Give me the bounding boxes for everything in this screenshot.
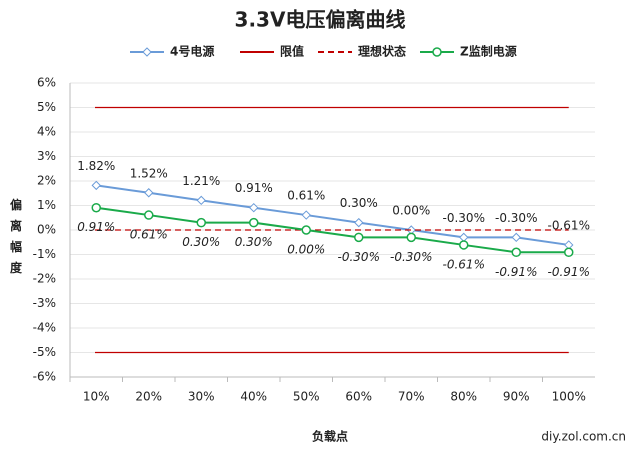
y-tick-label: -6% [33, 370, 56, 384]
data-label: -0.61% [443, 257, 485, 271]
y-tick-label: 0% [37, 223, 56, 237]
y-tick-label: 1% [37, 198, 56, 212]
y-tick-label: -5% [33, 345, 56, 359]
y-tick-label: -2% [33, 272, 56, 286]
data-label: -0.30% [338, 250, 380, 264]
data-label: 0.61% [130, 228, 168, 242]
point [354, 217, 364, 228]
x-tick-label: 50% [293, 390, 320, 404]
point [511, 232, 521, 243]
legend-label: Z监制电源 [460, 44, 517, 59]
data-label: 0.30% [182, 235, 220, 249]
y-tick-label: 6% [37, 76, 56, 90]
legend-label: 4号电源 [170, 44, 214, 59]
data-label: -0.91% [548, 265, 590, 279]
x-tick-label: 60% [345, 390, 372, 404]
point [511, 247, 521, 258]
data-label: -0.91% [495, 265, 537, 279]
point [196, 217, 206, 228]
x-tick-label: 20% [135, 390, 162, 404]
legend-label: 理想状态 [358, 44, 406, 59]
point [249, 202, 259, 213]
data-label: 1.21% [182, 174, 220, 188]
y-tick-label: -3% [33, 296, 56, 310]
point [144, 210, 154, 220]
data-label: 0.00% [392, 204, 430, 218]
x-tick-label: 30% [188, 390, 215, 404]
point [354, 232, 364, 243]
y-tick-label: -4% [33, 321, 56, 335]
data-label: -0.30% [390, 250, 432, 264]
legend-label: 限值 [280, 44, 304, 59]
data-label: 0.61% [287, 189, 325, 203]
point [459, 232, 469, 243]
data-label: 0.91% [235, 181, 273, 195]
point [459, 240, 469, 250]
series-line [96, 206, 569, 254]
point [196, 195, 206, 206]
y-tick-label: -1% [33, 247, 56, 261]
y-tick-label: 5% [37, 100, 56, 114]
point [91, 202, 101, 213]
x-tick-label: 80% [450, 390, 477, 404]
data-label: 0.91% [77, 220, 115, 234]
point [249, 217, 259, 228]
x-tick-label: 90% [503, 390, 530, 404]
y-axis-title: 偏离幅度 [10, 197, 23, 275]
y-tick-label: 2% [37, 174, 56, 188]
data-label: 1.82% [77, 159, 115, 173]
data-label: -0.61% [548, 218, 590, 232]
point [301, 225, 311, 235]
y-tick-label: 3% [37, 149, 56, 163]
data-label: 0.30% [235, 235, 273, 249]
data-label: 0.00% [287, 243, 325, 257]
data-label: -0.30% [443, 211, 485, 225]
point [301, 210, 311, 220]
point [564, 247, 574, 258]
y-tick-label: 4% [37, 125, 56, 139]
x-tick-label: 10% [83, 390, 110, 404]
data-label: -0.30% [495, 211, 537, 225]
x-tick-label: 100% [552, 390, 586, 404]
data-label: 1.52% [130, 166, 168, 180]
data-label: 0.30% [340, 196, 378, 210]
point [144, 188, 154, 198]
series-line [96, 184, 569, 246]
point [91, 180, 101, 191]
point [406, 232, 416, 243]
x-axis-title: 负载点 [312, 429, 348, 444]
x-tick-label: 40% [240, 390, 267, 404]
x-tick-label: 70% [398, 390, 425, 404]
legend-marker [432, 47, 442, 57]
source: diy.zol.com.cn [541, 430, 626, 444]
legend-marker [142, 47, 152, 57]
chart-title: 3.3V电压偏离曲线 [235, 8, 406, 32]
